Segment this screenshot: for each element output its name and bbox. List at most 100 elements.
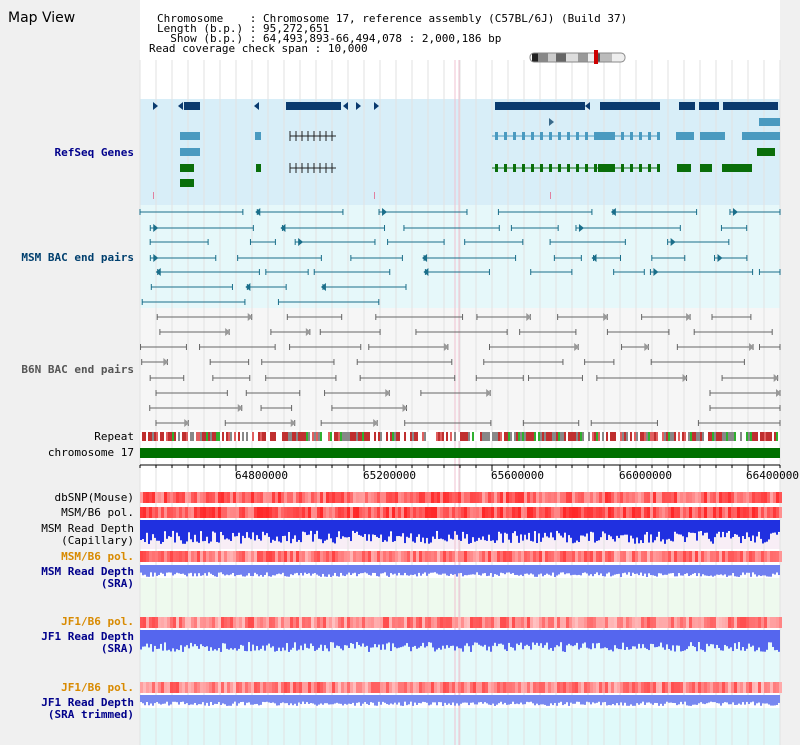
jf1-pol-heat-cell [155,617,158,628]
jf1-pol-heat-cell [197,617,200,628]
msm-capillary-depth-bar [586,520,588,534]
jf1-pol-heat-cell [626,617,629,628]
jf1-trimmed-depth-bar [764,695,766,704]
jf1-pol-heat-cell [320,617,323,628]
repeat-segment [750,432,752,441]
jf1-pol-heat-cell [293,682,296,693]
jf1-sra-depth-bar [560,630,562,643]
jf1-pol-heat-cell [536,617,539,628]
repeat-segment [234,432,236,441]
jf1-sra-depth-bar [382,630,384,645]
msm-capillary-depth-bar [372,520,374,535]
jf1-pol-heat-cell [428,682,431,693]
jf1-trimmed-depth-bar [652,695,654,705]
msm-capillary-depth-bar [638,520,640,544]
jf1-trimmed-depth-bar [744,695,746,705]
jf1-trimmed-depth-bar [240,695,242,703]
msm-pol-heat-cell [149,507,152,518]
jf1-pol-heat-cell [560,682,563,693]
msm-sra-depth-bar [624,565,626,573]
jf1-sra-depth-bar [746,630,748,649]
msm-sra-depth-bar [326,565,328,577]
jf1-pol-heat-cell [476,682,479,693]
jf1-trimmed-depth-bar [368,695,370,705]
msm-pol-heat-cell [596,507,599,518]
msm-sra-depth-bar [712,565,714,577]
msm-capillary-depth-bar [378,520,380,538]
jf1-pol-heat-cell [548,682,551,693]
msm-sra-depth-bar [620,565,622,577]
jf1-sra-depth-bar [212,630,214,651]
msm-pol-heat-cell [632,551,635,562]
jf1-trimmed-depth-bar [192,695,194,705]
jf1-pol-heat-cell [158,682,161,693]
msm-sra-depth-bar [468,565,470,575]
dbsnp-heat-cell [515,492,518,503]
jf1-trimmed-depth-bar [522,695,524,705]
msm-capillary-depth-bar [674,520,676,532]
jf1-pol-heat-cell [413,617,416,628]
jf1-trimmed-depth-bar [596,695,598,703]
msm-pol-heat-cell [779,507,782,518]
msm-sra-depth-bar [158,565,160,575]
msm-sra-depth-bar [454,565,456,575]
jf1-sra-depth-bar [272,630,274,647]
msm-capillary-depth-bar [498,520,500,532]
msm-sra-depth-bar [254,565,256,573]
msm-pol-heat-cell [275,507,278,518]
msm-capillary-depth-bar [156,520,158,541]
msm-sra-depth-bar [590,565,592,575]
jf1-sra-depth-bar [478,630,480,645]
jf1-trimmed-depth-bar [484,695,486,703]
msm-sra-depth-bar [606,565,608,574]
jf1-sra-depth-bar [286,630,288,644]
jf1-pol-heat-cell [377,682,380,693]
msm-pol-heat-cell [380,507,383,518]
msm-pol-heat-cell [530,507,533,518]
msm-sra-depth-bar [330,565,332,577]
msm-sra-depth-bar [528,565,530,575]
jf1-sra-depth-bar [588,630,590,649]
msm-pol-heat-cell [437,551,440,562]
jf1-sra-depth-bar [388,630,390,643]
dbsnp-heat-cell [263,492,266,503]
msm-capillary-depth-bar [768,520,770,540]
msm-pol-heat-cell [779,551,782,562]
msm-capillary-depth-bar [576,520,578,541]
jf1-pol-heat-cell [338,682,341,693]
dbsnp-heat-cell [707,492,710,503]
length-key: Length (b.p.) [157,22,244,35]
jf1-trimmed-depth-bar [474,695,476,705]
jf1-trimmed-depth-bar [258,695,260,706]
repeat-segment [598,432,600,441]
jf1-sra-depth-bar [526,630,528,645]
msm-sra-depth-bar [304,565,306,573]
repeat-segment [394,432,396,441]
jf1-trimmed-depth-bar [274,695,276,704]
jf1-pol-heat-cell [554,617,557,628]
msm-pol-heat-cell [404,507,407,518]
chromosome-value: Chromosome 17, reference assembly (C57BL… [262,12,628,25]
repeat-segment [266,432,268,441]
msm-capillary-depth-bar [314,520,316,535]
msm-sra-depth-bar [674,565,676,577]
jf1-sra-depth-bar [436,630,438,650]
dbsnp-heat-cell [506,492,509,503]
msm-pol-heat-cell [368,507,371,518]
msm-pol-heat-cell [551,507,554,518]
msm-capillary-depth-bar [380,520,382,535]
jf1-pol-heat-cell [776,682,779,693]
jf1-sra-depth-bar [552,630,554,651]
msm-pol-heat-cell [743,551,746,562]
refseq-gene-block [723,102,778,110]
repeat-segment [600,432,602,441]
jf1-trimmed-depth-bar [760,695,762,706]
repeat-segment [418,432,420,441]
msm-pol-heat-cell [356,507,359,518]
msm-sra-depth-bar [734,565,736,577]
dbsnp-heat-cell [482,492,485,503]
jf1-trimmed-depth-bar [284,695,286,704]
msm-capillary-depth-bar [536,520,538,544]
jf1-sra-depth-bar [340,630,342,649]
